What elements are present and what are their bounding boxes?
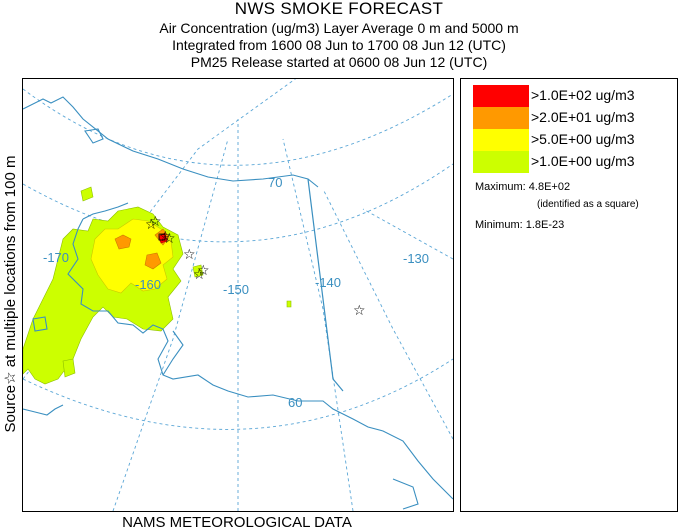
meridian-line	[322, 188, 453, 440]
legend-swatch-orange	[473, 107, 529, 129]
map-canvas: -170 -160 -150 -140 -130 70 60 ☆ ☆ ☆ ☆ ☆…	[23, 79, 453, 511]
parallel-line	[23, 358, 453, 430]
longitude-lines	[23, 79, 453, 511]
maximum-value: Maximum: 4.8E+02	[475, 181, 571, 193]
coastline-island	[392, 478, 419, 510]
coastline-aleutian	[23, 404, 64, 416]
lon-label-150: -150	[223, 282, 249, 297]
subtitle-line-1: Air Concentration (ug/m3) Layer Average …	[159, 20, 519, 36]
lat-label-70: 70	[268, 175, 282, 190]
legend-swatch-yellow	[473, 129, 529, 151]
legend-row: >1.0E+02 ug/m3	[473, 85, 673, 107]
smoke-area-high	[144, 252, 162, 270]
lon-label-140: -140	[315, 275, 341, 290]
minimum-value: Minimum: 1.8E-23	[475, 219, 565, 231]
maximum-note: (identified as a square)	[537, 199, 639, 210]
coastline-gulf	[162, 330, 184, 376]
source-star-icon: ☆	[353, 303, 366, 319]
subtitle-line-3: PM25 Release started at 0600 08 Jun 12 (…	[190, 54, 488, 70]
meteorological-data-label: NAMS METEOROLOGICAL DATA	[122, 514, 352, 531]
lon-label-160: -160	[135, 277, 161, 292]
lat-label-60: 60	[288, 395, 302, 410]
us-canada-border	[307, 178, 344, 392]
meridian-line	[362, 208, 453, 260]
source-star-icon: ☆	[193, 267, 206, 283]
source-markers: ☆ ☆ ☆ ☆ ☆ ☆ ☆ ☆	[145, 214, 366, 319]
source-side-label: Source☆ at multiple locations from 100 m	[0, 78, 20, 510]
lon-label-130: -130	[403, 251, 429, 266]
parallel-line	[23, 88, 453, 166]
source-star-icon: ☆	[159, 229, 172, 245]
smoke-area-low	[62, 358, 76, 378]
smoke-area-high	[114, 234, 132, 250]
smoke-area-low	[286, 300, 292, 308]
legend-swatch-lime	[473, 151, 529, 173]
legend-swatch-red	[473, 85, 529, 107]
coastline-island	[32, 316, 48, 332]
smoke-area-low	[192, 264, 204, 278]
legend-label: >2.0E+01 ug/m3	[531, 109, 635, 125]
latitude-lines	[23, 88, 453, 430]
lon-label-170: -170	[43, 250, 69, 265]
forecast-title: NWS SMOKE FORECAST	[234, 0, 444, 18]
meridian-line	[282, 138, 354, 511]
legend-label: >1.0E+02 ug/m3	[531, 87, 635, 103]
smoke-area-mid	[90, 218, 174, 294]
subtitle-line-2: Integrated from 1600 08 Jun to 1700 08 J…	[172, 37, 506, 53]
maximum-square	[158, 233, 166, 241]
smoke-plume	[23, 186, 292, 385]
legend-row: >5.0E+00 ug/m3	[473, 129, 673, 151]
legend-panel: >1.0E+02 ug/m3 >2.0E+01 ug/m3 >5.0E+00 u…	[460, 78, 678, 512]
legend-label: >5.0E+00 ug/m3	[531, 131, 635, 147]
source-star-icon: ☆	[197, 263, 210, 279]
meridian-line	[112, 138, 229, 511]
legend-row: >2.0E+01 ug/m3	[473, 107, 673, 129]
legend-row: >1.0E+00 ug/m3	[473, 151, 673, 173]
parallel-line	[23, 163, 453, 243]
smoke-area-low	[80, 186, 94, 202]
legend-label: >1.0E+00 ug/m3	[531, 153, 635, 169]
source-star-icon: ☆	[145, 217, 158, 233]
coastline	[23, 96, 453, 510]
coastline-seward	[82, 202, 129, 220]
source-side-text: Source☆ at multiple locations from 100 m	[2, 155, 19, 433]
source-star-icon: ☆	[149, 214, 162, 230]
source-star-icon: ☆	[183, 247, 196, 263]
coastline-island	[84, 128, 104, 144]
source-star-icon: ☆	[163, 231, 176, 247]
smoke-map: -170 -160 -150 -140 -130 70 60 ☆ ☆ ☆ ☆ ☆…	[22, 78, 454, 512]
